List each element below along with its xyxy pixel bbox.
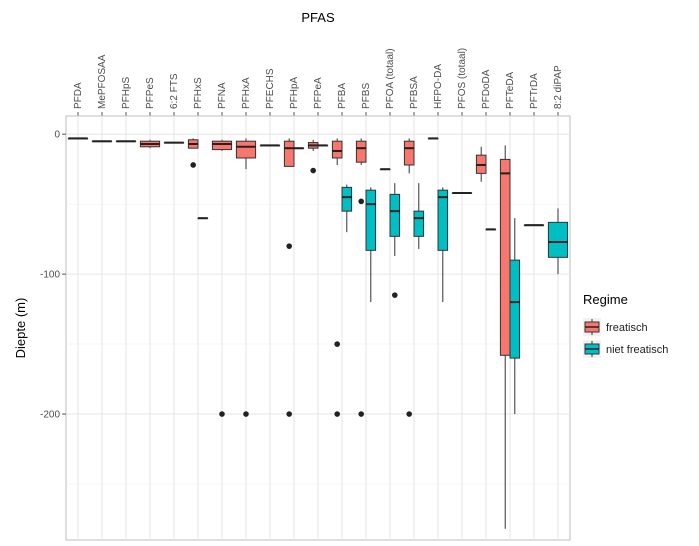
box-niet-freatisch-pfos-totaal [451,191,473,194]
box-body [437,189,449,251]
box-body [341,186,353,212]
box-freatisch-pfteda [499,145,511,529]
outlier-point [219,411,225,417]
legend-key-freatisch: freatisch [583,318,648,336]
x-tick-label-pfhxa: PFHxA [241,77,252,109]
outlier-point [358,411,365,417]
x-tick-label-pfpea: PFPeA [313,77,324,109]
box-niet-freatisch-pftrda [523,224,545,227]
x-tick-label-hfpo-da: HFPO-DA [433,64,444,109]
box-body [365,189,377,251]
x-tick-label-pfhpa: PFHpA [289,76,300,109]
outlier-point [286,411,293,417]
y-axis-label: Diepte (m) [13,298,28,359]
box-niet-freatisch-pfhxs [197,217,209,220]
box-body [283,140,295,167]
box-body [331,140,343,159]
y-axis: 0 -100 -200 [40,130,66,421]
x-tick-label-pfoa-totaal: PFOA (totaal) [385,48,396,109]
box-niet-freatisch-pfoa-totaal [389,183,401,298]
x-tick-label-pftrda: PFTrDA [529,73,540,109]
box-niet-freatisch-pfba [341,184,353,233]
outlier-point [358,198,365,205]
legend-key-niet-freatisch: niet freatisch [583,340,668,358]
box-niet-freatisch-pfpea [317,144,329,147]
outlier-point [334,341,341,347]
box-niet-freatisch-pfhpa [293,147,305,150]
outlier-point [286,243,293,249]
box-freatisch-pfba [331,138,343,417]
box-freatisch-hfpo-da [427,137,439,140]
box-body [389,193,401,237]
x-tick-label-pfechs: PFECHS [265,68,276,109]
x-tick-label-6-2-fts: 6:2 FTS [169,73,180,109]
x-tick-label-pfhxs: PFHxS [193,77,204,109]
y-tick-label: -100 [40,270,60,281]
box-body [413,210,425,237]
x-tick-label-pfos-totaal: PFOS (totaal) [457,48,468,109]
box-freatisch-pfda [67,137,89,140]
box-body [211,140,233,151]
outlier-point [190,162,196,168]
box-freatisch-6-2-fts [163,141,185,144]
box-niet-freatisch-hfpo-da [437,187,449,303]
box-freatisch-pfoa-totaal [379,168,391,171]
x-tick-label-pfpes: PFPeS [145,77,156,109]
box-freatisch-pfpes [139,139,161,149]
x-tick-label-pfda: PFDA [73,82,84,109]
x-tick-label-mepfosaa: MePFOSAA [97,54,108,109]
box-freatisch-pfhxs [187,138,199,168]
series-freatisch [67,137,511,529]
box-freatisch-pfechs [259,144,281,147]
outlier-point [406,411,413,417]
outlier-point [392,292,398,298]
x-tick-label-pfbsa: PFBSA [409,76,420,109]
x-tick-label-pfdoda: PFDoDA [481,69,492,109]
x-tick-label-pfba: PFBA [337,83,348,109]
box-niet-freatisch-pfteda [509,218,521,415]
box-niet-freatisch-8-2-dipap [547,208,569,275]
plot-panel [65,115,571,541]
legend-title: Regime [583,292,628,307]
x-tick-label-pfteda: PFTeDA [505,71,516,109]
box-freatisch-pfdoda [475,146,487,182]
legend-label-niet-freatisch: niet freatisch [606,344,668,356]
box-body [403,140,415,166]
box-freatisch-pfhpa [283,138,295,417]
outlier-point [243,411,249,417]
box-body [547,221,569,258]
legend-label-freatisch: freatisch [606,322,648,334]
box-freatisch-pfpea [307,139,319,174]
box-niet-freatisch-pfbsa [413,183,425,249]
box-freatisch-pfbs [355,138,367,417]
box-body [509,259,521,359]
x-tick-label-pfbs: PFBS [361,83,372,109]
box-freatisch-mepfosaa [91,140,113,143]
series-niet-freatisch [197,144,569,415]
x-tick-label-pfna: PFNA [217,82,228,109]
x-axis-tick-labels: PFDA MePFOSAA PFHpS PFPeS 6:2 FTS PFHxS PFNA PF… [73,48,564,116]
box-freatisch-pfhps [115,140,137,143]
box-body [499,158,511,356]
box-niet-freatisch-pfbs [365,187,377,303]
y-tick-label: -200 [40,410,60,421]
y-tick-label: 0 [54,130,60,141]
legend: Regime freatisch niet freatisch [583,292,668,358]
box-niet-freatisch-pfdoda [485,228,497,231]
box-body [235,140,257,159]
box-freatisch-pfhxa [235,138,257,417]
x-tick-label-8-2-dipap: 8:2 diPAP [553,65,564,109]
box-body [355,140,367,163]
x-tick-label-pfhps: PFHpS [121,76,132,109]
box-freatisch-pfna [211,139,233,417]
outlier-point [310,167,317,174]
outlier-point [334,411,341,417]
chart-title: PFAS [301,10,335,25]
box-freatisch-pfbsa [403,138,415,417]
